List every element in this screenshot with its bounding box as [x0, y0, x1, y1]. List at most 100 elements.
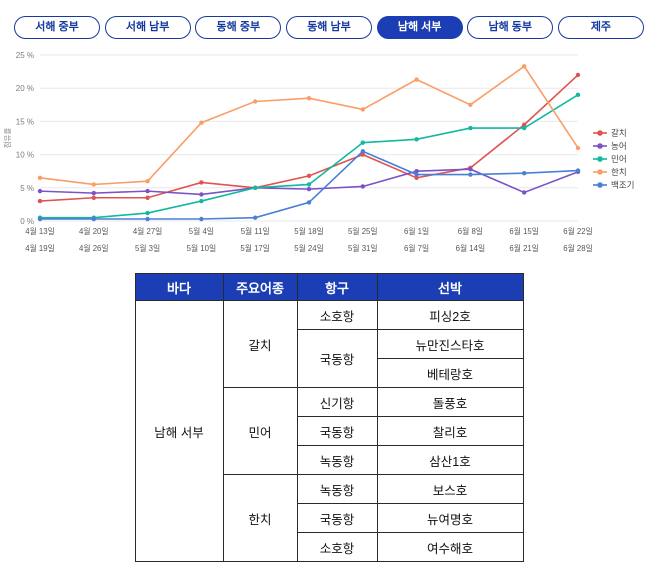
data-point	[468, 102, 473, 107]
data-point	[522, 122, 527, 127]
header-port: 항구	[296, 273, 378, 301]
x-tick-label-end: 6월 21일	[509, 243, 539, 253]
table-cell-port: 국동항	[296, 503, 378, 533]
data-point	[199, 192, 204, 197]
header-ship: 선박	[376, 273, 524, 301]
data-point	[414, 169, 419, 174]
vessel-table: 바다 주요어종 항구 선박 남해 서부 갈치 소호항 피싱2호 국동항 뉴만진스타호 베테랑…	[134, 273, 524, 562]
table-cell-ship: 여수해호	[376, 532, 524, 562]
data-point	[414, 137, 419, 142]
table-row: 소호항 여수해호	[135, 532, 524, 562]
x-tick-label-start: 5월 11일	[241, 226, 270, 236]
data-point	[253, 215, 258, 220]
legend-item-한치[interactable]: 한치	[593, 167, 627, 177]
region-tab-4-selected[interactable]: 남해 서부	[376, 16, 463, 39]
data-point	[360, 184, 365, 189]
region-tab-6[interactable]: 제주	[557, 16, 644, 39]
table-cell-ship: 뉴만진스타호	[376, 329, 524, 359]
region-tab-2[interactable]: 동해 중부	[195, 16, 282, 39]
table-cell-ship: 보스호	[376, 474, 524, 504]
data-point	[522, 125, 527, 131]
table-cell-sea: 남해 서부	[134, 300, 224, 562]
data-point	[306, 182, 312, 187]
data-point	[145, 210, 150, 216]
y-tick-label: 25 %	[16, 51, 34, 60]
table-cell-species: 갈치	[222, 300, 298, 388]
x-tick-label-start: 4월 20일	[79, 226, 109, 236]
region-tab-3[interactable]: 동해 남부	[285, 16, 372, 39]
data-point	[468, 125, 473, 131]
data-point	[468, 172, 473, 177]
table-cell-port: 녹동항	[296, 445, 378, 475]
table-cell-port: 소호항	[296, 532, 378, 562]
legend-item-농어[interactable]: 농어	[593, 141, 627, 151]
x-tick-label-start: 6월 15일	[509, 226, 539, 236]
data-point	[199, 216, 204, 222]
x-tick-label-start: 6월 8일	[458, 226, 483, 236]
x-tick-label-start: 5월 18일	[294, 226, 324, 236]
region-tab-1[interactable]: 서해 남부	[104, 16, 191, 39]
legend-item-백조기[interactable]: 백조기	[593, 180, 634, 190]
header-species: 주요어종	[222, 273, 298, 301]
market-share-line-chart: 0 % 5 % 10 % 15 % 20 % 25 % 점유율 4월 13일 4월 19일 4월 …	[2, 51, 634, 253]
legend-item-갈치[interactable]: 갈치	[593, 128, 627, 138]
data-point	[414, 175, 419, 181]
x-tick-label-end: 5월 17일	[240, 243, 270, 253]
region-tab-0[interactable]: 서해 중부	[14, 16, 100, 39]
legend-label: 한치	[611, 167, 627, 177]
table-cell-port: 국동항	[296, 416, 378, 446]
legend-item-민어[interactable]: 민어	[593, 154, 627, 164]
region-tab-5[interactable]: 남해 동부	[467, 16, 554, 39]
data-point	[37, 216, 43, 222]
table-cell-ship: 피싱2호	[376, 300, 524, 330]
data-point	[575, 145, 581, 151]
x-tick-label-end: 4월 26일	[79, 243, 109, 253]
data-point	[414, 77, 419, 82]
table-section: 바다 주요어종 항구 선박 남해 서부 갈치 소호항 피싱2호 국동항 뉴만진스타호 베테랑…	[0, 273, 658, 562]
legend-label: 갈치	[611, 128, 627, 138]
table-cell-ship: 돌풍호	[376, 387, 524, 417]
data-point	[199, 180, 204, 185]
data-point	[575, 168, 581, 173]
data-point	[522, 64, 527, 69]
series-line-한치	[39, 65, 579, 186]
data-point	[91, 190, 97, 196]
table-row: 민어 신기항 돌풍호	[135, 387, 524, 475]
x-tick-label-end: 4월 19일	[25, 243, 55, 253]
data-point	[253, 99, 258, 104]
table-cell-port: 국동항	[296, 329, 378, 388]
data-point	[306, 200, 312, 205]
data-point	[145, 188, 150, 194]
data-point	[360, 107, 365, 112]
table-cell-port: 소호항	[296, 300, 378, 330]
data-point	[91, 216, 97, 222]
table-row: 남해 서부 갈치 소호항 피싱2호	[134, 300, 524, 562]
data-point	[306, 95, 312, 101]
x-tick-label-start: 5월 4일	[189, 226, 214, 236]
chart-section: 0 % 5 % 10 % 15 % 20 % 25 % 점유율 4월 13일 4월 19일 4월 …	[0, 45, 658, 263]
y-tick-label: 10 %	[16, 151, 34, 160]
data-point	[91, 182, 97, 187]
x-tick-label-start: 6월 22일	[563, 226, 593, 236]
x-tick-label-end: 5월 31일	[348, 243, 378, 253]
data-point	[360, 140, 365, 145]
legend-label: 농어	[611, 141, 627, 151]
table-cell-ship: 삼산1호	[376, 445, 524, 475]
series-line-민어	[40, 94, 579, 219]
table-row: 한치 녹동항 보스호	[135, 474, 524, 562]
table-header-row: 바다 주요어종 항구 선박	[134, 273, 524, 301]
data-point	[199, 198, 204, 204]
data-point	[575, 72, 581, 78]
table-cell-species: 한치	[222, 474, 298, 562]
x-tick-label-start: 4월 13일	[25, 226, 55, 236]
data-point	[91, 195, 97, 200]
y-tick-label: 15 %	[16, 117, 34, 126]
x-tick-label-end: 5월 24일	[294, 243, 324, 253]
table-cell-ship: 찰리호	[376, 416, 524, 446]
data-point	[468, 167, 473, 172]
data-point	[306, 173, 312, 179]
data-point	[37, 175, 43, 181]
data-point	[145, 195, 150, 200]
table-row: 국동항 뉴여명호	[135, 503, 524, 533]
table-cell-port: 신기항	[296, 387, 378, 417]
